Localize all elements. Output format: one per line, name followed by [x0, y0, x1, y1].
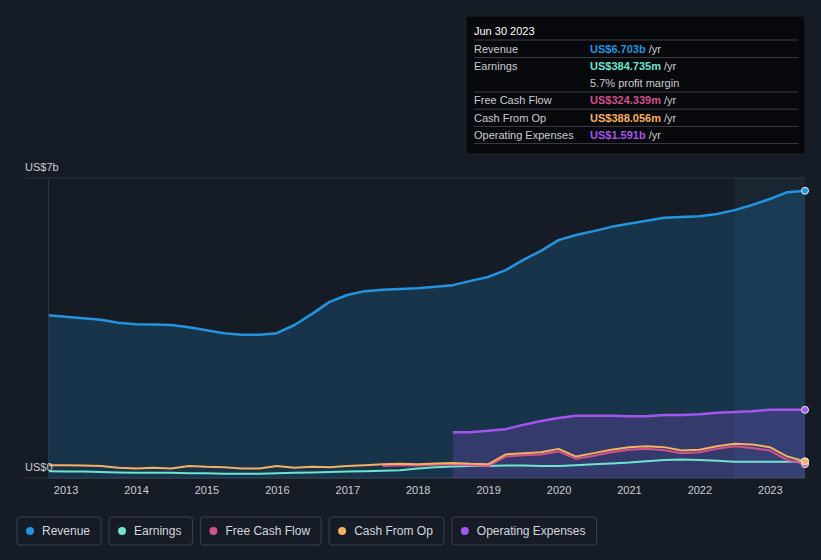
y-tick-label: US$0	[25, 461, 53, 473]
tooltip-value: 5.7% profit margin	[590, 77, 679, 89]
legend-item[interactable]: Cash From Op	[329, 517, 444, 545]
x-tick: 2019	[476, 478, 500, 496]
legend-label: Operating Expenses	[477, 524, 586, 538]
tooltip-value: US$6.703b	[590, 43, 646, 55]
x-tick-label: 2013	[54, 484, 78, 496]
series-line	[48, 191, 805, 335]
x-tick-label: 2023	[758, 484, 782, 496]
tooltip-label: Operating Expenses	[474, 129, 574, 141]
y-axis-line	[48, 179, 49, 479]
legend-box[interactable]	[329, 517, 444, 545]
x-tick: 2016	[265, 478, 289, 496]
legend-box[interactable]	[17, 517, 101, 545]
x-tick-label: 2021	[617, 484, 641, 496]
plot-area	[48, 178, 809, 478]
tooltip-separator	[474, 40, 798, 41]
series-0	[48, 187, 809, 478]
x-tick-label: 2019	[476, 484, 500, 496]
grid	[25, 178, 805, 478]
end-point	[802, 458, 809, 465]
grid-line	[25, 178, 805, 179]
series-2	[382, 446, 808, 467]
legend-label: Revenue	[42, 524, 90, 538]
legend: Revenue Earnings Free Cash Flow Cash From O…	[17, 517, 597, 545]
legend-label: Free Cash Flow	[225, 524, 310, 538]
legend-box[interactable]	[200, 517, 321, 545]
tooltip-unit: /yr	[664, 112, 677, 124]
tooltip: Jun 30 2023 Revenue US$6.703b/yr Earnings US…	[466, 16, 805, 154]
tooltip-date: Jun 30 2023	[474, 25, 535, 37]
x-tick-label: 2014	[124, 484, 148, 496]
tooltip-separator	[474, 143, 798, 144]
x-axis: 2013 2014 2015 2016 2017 2018 2019 2020 2021 2022…	[49, 478, 806, 496]
tooltip-separator	[474, 126, 798, 127]
end-point	[802, 187, 809, 194]
legend-item[interactable]: Free Cash Flow	[200, 517, 321, 545]
legend-item[interactable]: Revenue	[17, 517, 101, 545]
tooltip-value: US$1.591b	[590, 129, 646, 141]
tooltip-value: US$384.735m	[590, 60, 661, 72]
legend-label: Earnings	[134, 524, 181, 538]
series-line	[453, 410, 805, 432]
series-area	[48, 191, 805, 478]
x-tick: 2015	[195, 478, 219, 496]
y-axis: US$0 US$7b	[25, 161, 59, 479]
legend-swatch	[26, 527, 34, 535]
tooltip-value: US$388.056m	[590, 112, 661, 124]
tooltip-unit: /yr	[649, 129, 662, 141]
tooltip-separator	[474, 92, 798, 93]
series-4	[453, 406, 809, 478]
tooltip-label: Free Cash Flow	[474, 94, 552, 106]
tooltip-label: Earnings	[474, 60, 518, 72]
tooltip-separator	[474, 109, 798, 110]
tooltip-value: US$324.339m	[590, 94, 661, 106]
y-tick: US$0	[25, 461, 53, 479]
x-tick-label: 2017	[336, 484, 360, 496]
legend-swatch	[461, 527, 469, 535]
background	[0, 0, 821, 560]
legend-item[interactable]: Operating Expenses	[452, 517, 597, 545]
series-line	[48, 460, 805, 474]
legend-swatch	[338, 527, 346, 535]
tooltip-separator	[474, 57, 798, 58]
legend-box[interactable]	[109, 517, 192, 545]
x-axis-line	[49, 478, 806, 479]
x-tick-label: 2020	[547, 484, 571, 496]
x-tick: 2020	[547, 478, 571, 496]
legend-label: Cash From Op	[354, 524, 433, 538]
x-tick: 2017	[336, 478, 360, 496]
chart-svg: US$0 US$7b 2013 2014 2015 2016 2017 2018 2019 202…	[0, 0, 821, 560]
x-tick-label: 2015	[195, 484, 219, 496]
y-tick: US$7b	[25, 161, 59, 179]
x-tick-label: 2016	[265, 484, 289, 496]
tooltip-label: Cash From Op	[474, 112, 546, 124]
tooltip-unit: /yr	[664, 60, 677, 72]
x-tick: 2013	[54, 478, 78, 496]
x-tick: 2023	[758, 478, 782, 496]
x-tick: 2021	[617, 478, 641, 496]
legend-box[interactable]	[452, 517, 597, 545]
x-tick-label: 2018	[406, 484, 430, 496]
chart-container: US$0 US$7b 2013 2014 2015 2016 2017 2018 2019 202…	[0, 0, 821, 560]
legend-item[interactable]: Earnings	[109, 517, 192, 545]
tooltip-unit: /yr	[649, 43, 662, 55]
tooltip-box	[466, 16, 805, 154]
legend-swatch	[209, 527, 217, 535]
series-line	[48, 444, 805, 469]
x-tick: 2018	[406, 478, 430, 496]
end-point	[802, 406, 809, 413]
x-tick-label: 2022	[688, 484, 712, 496]
tooltip-label: Revenue	[474, 43, 518, 55]
series-3	[48, 444, 809, 469]
x-tick: 2022	[688, 478, 712, 496]
x-tick: 2014	[124, 478, 148, 496]
legend-swatch	[118, 527, 126, 535]
tooltip-unit: /yr	[664, 94, 677, 106]
end-point	[802, 458, 809, 465]
y-tick-label: US$7b	[25, 161, 59, 173]
